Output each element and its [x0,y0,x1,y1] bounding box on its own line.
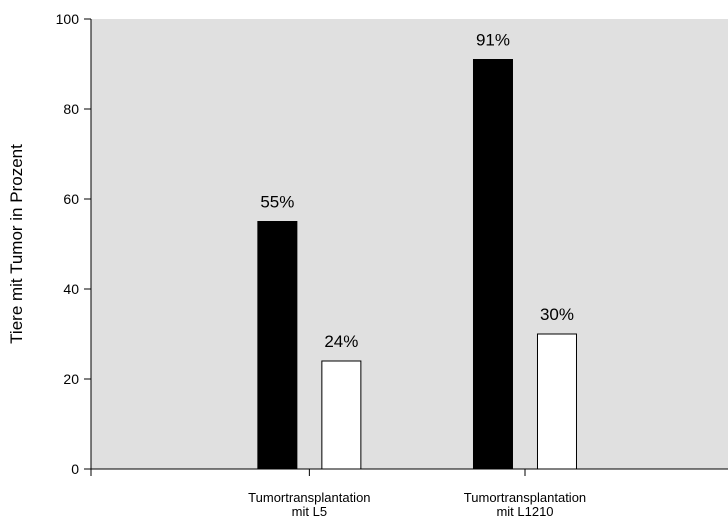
y-tick-label: 20 [63,371,79,387]
bar [321,360,362,470]
bar [472,59,513,470]
bars-layer [257,59,577,470]
y-tick-label: 40 [63,281,79,297]
data-labels-layer: 55% 24% 91% 30% [260,31,574,352]
bar-value-label: 91% [476,31,510,50]
bar-value-label: 24% [324,332,358,351]
x-tick-labels-layer: Tumortransplantation mit L5 Tumortransplan… [248,469,586,519]
y-tick-label: 0 [71,461,79,477]
y-axis-title: Tiere mit Tumor in Prozent [7,144,26,344]
y-tick-label: 80 [63,101,79,117]
bar-value-label: 30% [540,305,574,324]
y-tick-label: 60 [63,191,79,207]
x-tick-label: Tumortransplantation mit L5 [248,490,370,519]
bar [257,221,298,470]
bar-value-label: 55% [260,193,294,212]
x-tick-label: Tumortransplantation mit L1210 [464,490,586,519]
plot-area [91,19,728,469]
y-ticks-layer: 0 20 40 60 80 100 [56,11,91,477]
y-tick-label: 100 [56,11,80,27]
bar [536,333,577,470]
